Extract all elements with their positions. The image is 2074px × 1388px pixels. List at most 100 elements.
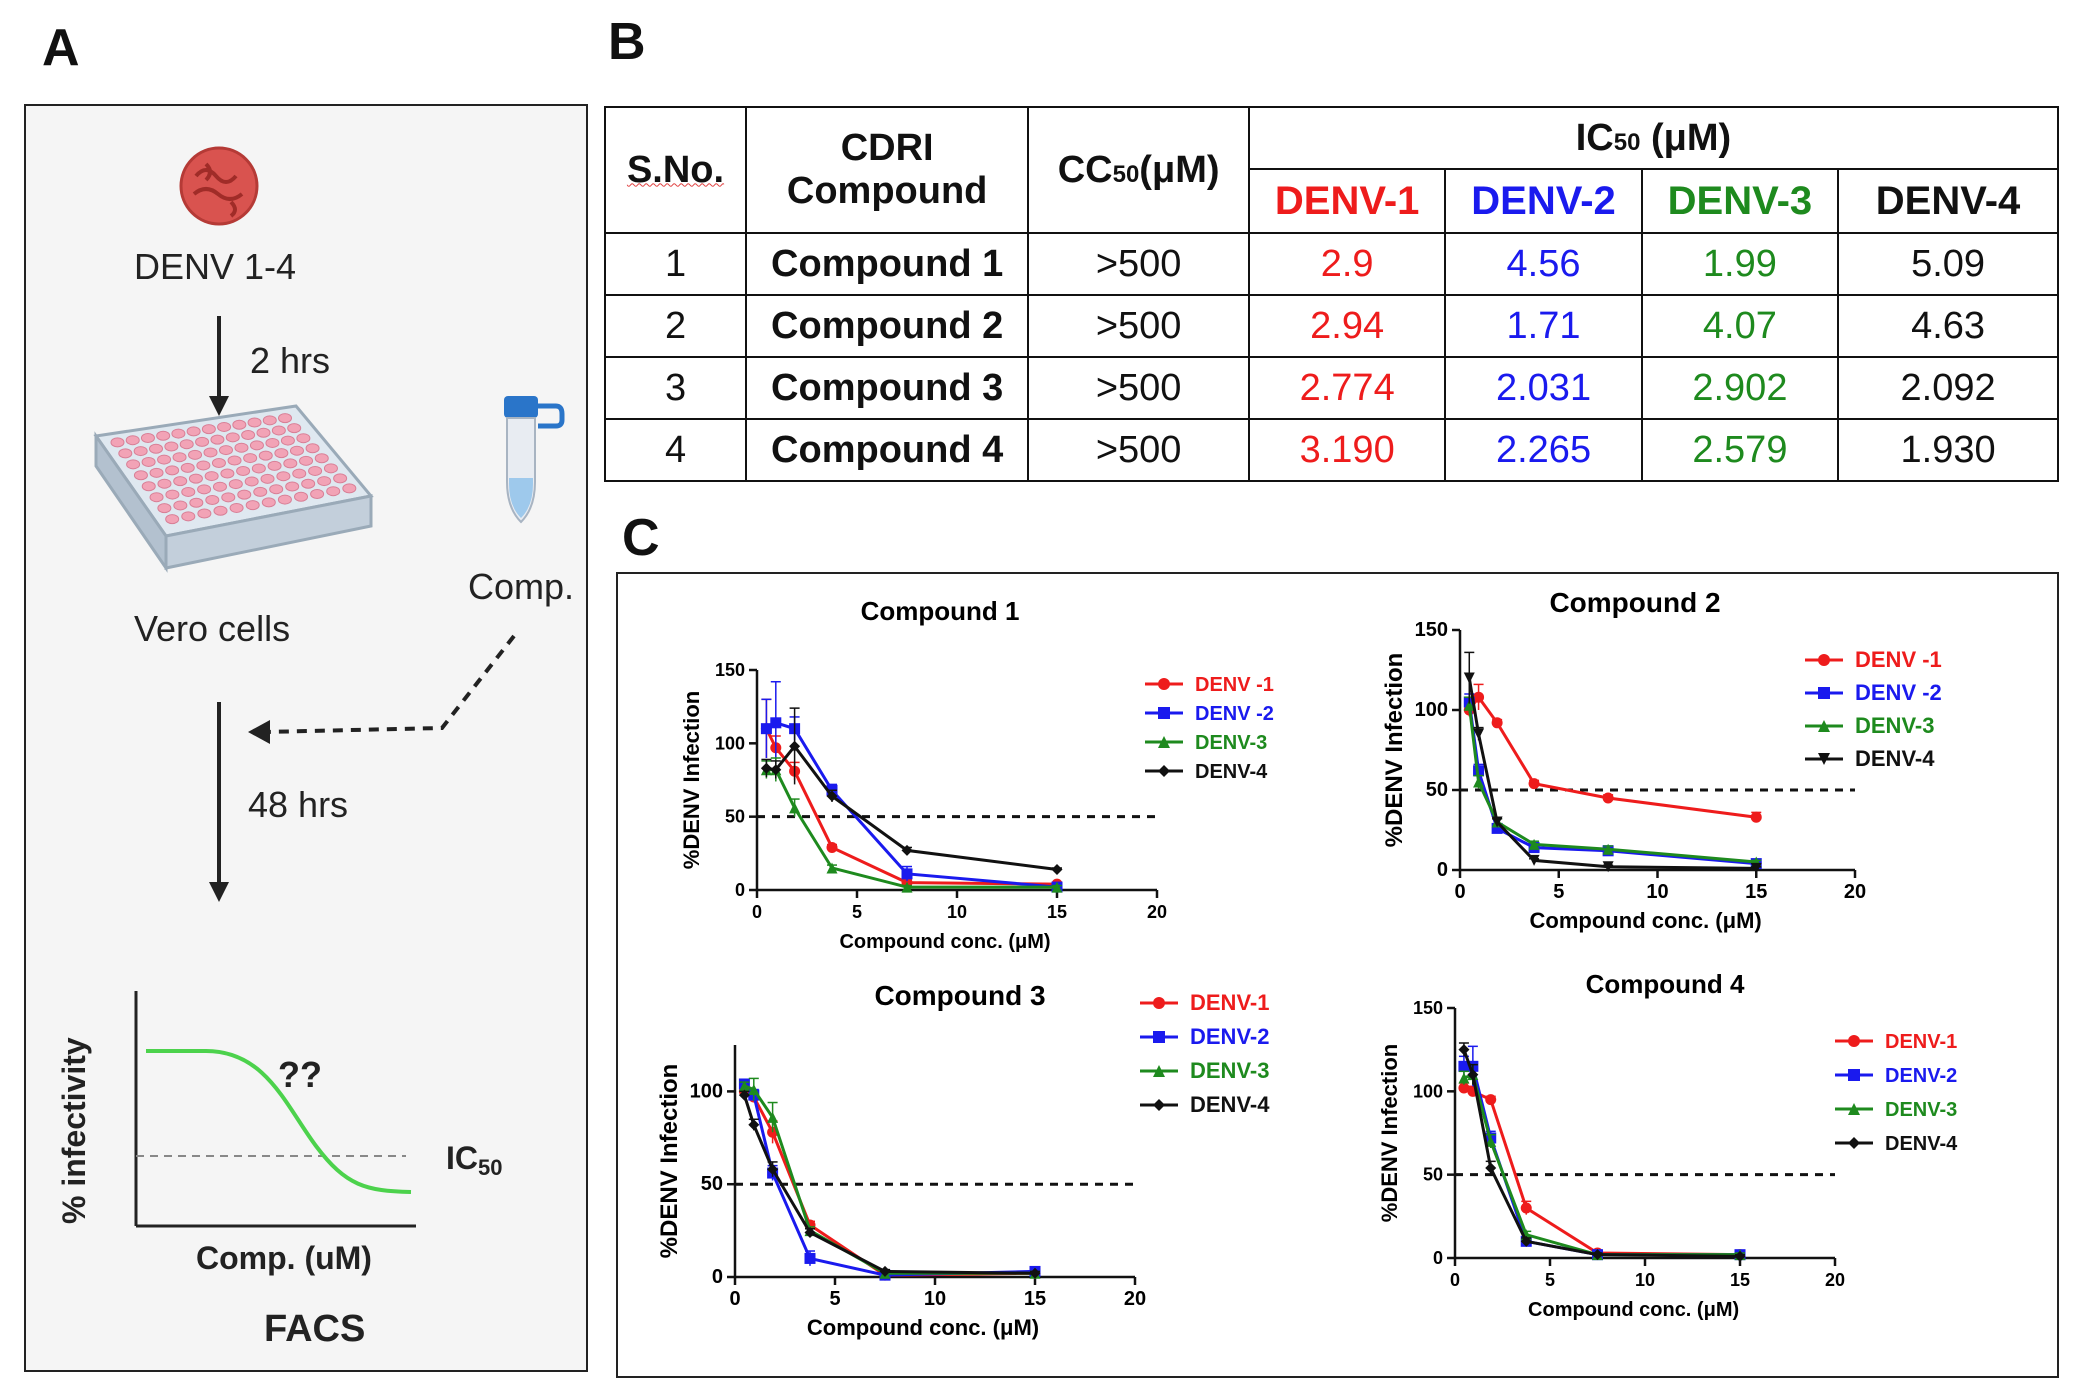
well bbox=[256, 427, 271, 438]
ic50-value: 2.579 bbox=[1640, 418, 1840, 482]
mini-plot-ylabel: % infectivity bbox=[56, 1037, 92, 1224]
well bbox=[213, 505, 228, 516]
well bbox=[262, 415, 277, 426]
well bbox=[157, 454, 172, 465]
well bbox=[251, 463, 266, 474]
readout-label: FACS bbox=[264, 1308, 366, 1350]
well bbox=[204, 471, 219, 482]
ic50-value: 1.99 bbox=[1640, 232, 1840, 296]
well bbox=[141, 456, 156, 467]
serotype-header: DENV-2 bbox=[1444, 168, 1643, 234]
well bbox=[157, 478, 172, 489]
well bbox=[173, 500, 188, 511]
cc50-value: >500 bbox=[1027, 232, 1250, 296]
well bbox=[283, 458, 298, 469]
well bbox=[247, 417, 262, 428]
serotype-header: DENV-1 bbox=[1247, 168, 1447, 234]
serotype-header: DENV-4 bbox=[1837, 168, 2059, 234]
serotype-header: DENV-3 bbox=[1640, 168, 1840, 234]
well bbox=[229, 502, 244, 513]
well bbox=[196, 460, 211, 471]
well bbox=[278, 413, 293, 424]
well bbox=[294, 491, 309, 502]
well bbox=[133, 446, 148, 457]
ic50-value: 2.031 bbox=[1444, 356, 1643, 420]
row-number: 2 bbox=[603, 294, 748, 358]
well bbox=[265, 437, 280, 448]
well bbox=[326, 486, 341, 497]
well bbox=[149, 443, 164, 454]
ic50-value: 1.930 bbox=[1837, 418, 2059, 482]
panel-label-b: B bbox=[608, 13, 646, 71]
well bbox=[205, 495, 220, 506]
well bbox=[323, 463, 338, 474]
well bbox=[149, 467, 164, 478]
ic50-value: 2.092 bbox=[1837, 356, 2059, 420]
ic50-table: S.No. CDRI Compound CC50(μM) IC50 (μM) DE… bbox=[603, 106, 2060, 482]
well bbox=[110, 437, 125, 448]
well bbox=[253, 486, 268, 497]
well bbox=[188, 473, 203, 484]
well bbox=[133, 470, 148, 481]
well bbox=[301, 478, 316, 489]
well bbox=[237, 489, 252, 500]
ic50-value: 4.63 bbox=[1837, 294, 2059, 358]
tube-icon bbox=[504, 396, 565, 524]
well bbox=[310, 488, 325, 499]
dashed-arrow-icon bbox=[248, 634, 516, 744]
well bbox=[308, 465, 323, 476]
well bbox=[276, 471, 291, 482]
well bbox=[173, 476, 188, 487]
well bbox=[333, 473, 348, 484]
dose-response-panel bbox=[616, 572, 2059, 1378]
ic50-value: 2.94 bbox=[1247, 294, 1447, 358]
cc50-header: CC50(μM) bbox=[1027, 106, 1250, 234]
table-row: 2 Compound 2 >500 2.94 1.71 4.07 4.63 bbox=[603, 294, 2059, 358]
mini-plot-xlabel: Comp. (uM) bbox=[196, 1240, 372, 1276]
workflow-drawing bbox=[93, 146, 565, 1228]
compound-name: Compound 4 bbox=[745, 418, 1030, 482]
well bbox=[244, 476, 259, 487]
well bbox=[274, 448, 289, 459]
well bbox=[203, 447, 218, 458]
well bbox=[189, 497, 204, 508]
well bbox=[249, 440, 264, 451]
well bbox=[269, 484, 284, 495]
well bbox=[220, 468, 235, 479]
mini-plot bbox=[134, 991, 416, 1228]
well-plate-icon bbox=[93, 404, 374, 573]
sno-header: S.No. bbox=[603, 106, 748, 234]
well bbox=[218, 445, 233, 456]
well bbox=[164, 441, 179, 452]
row-number: 3 bbox=[603, 356, 748, 420]
ic50-value: 2.265 bbox=[1444, 418, 1643, 482]
table-row: 1 Compound 1 >500 2.9 4.56 1.99 5.09 bbox=[603, 232, 2059, 296]
well bbox=[180, 462, 195, 473]
table-row: 3 Compound 3 >500 2.774 2.031 2.902 2.092 bbox=[603, 356, 2059, 420]
well bbox=[232, 419, 247, 430]
well bbox=[317, 476, 332, 487]
ic50-value: 4.56 bbox=[1444, 232, 1643, 296]
well bbox=[225, 432, 240, 443]
ic50-value: 3.190 bbox=[1247, 418, 1447, 482]
cc50-value: >500 bbox=[1027, 418, 1250, 482]
ic50-value: 5.09 bbox=[1837, 232, 2059, 296]
compound-name: Compound 1 bbox=[745, 232, 1030, 296]
panel-label-a: A bbox=[42, 19, 80, 77]
well bbox=[126, 459, 141, 470]
ic50-value: 1.71 bbox=[1444, 294, 1643, 358]
well bbox=[258, 450, 273, 461]
well bbox=[314, 453, 329, 464]
well bbox=[197, 508, 212, 519]
arrow-down-icon bbox=[209, 316, 229, 416]
well bbox=[197, 484, 212, 495]
ic50-marker-label: IC50 bbox=[446, 1140, 503, 1180]
virus-icon bbox=[179, 146, 259, 226]
well bbox=[188, 449, 203, 460]
cells-label: Vero cells bbox=[134, 608, 291, 649]
cc50-value: >500 bbox=[1027, 356, 1250, 420]
well bbox=[212, 481, 227, 492]
ic50-value: 2.9 bbox=[1247, 232, 1447, 296]
well bbox=[165, 489, 180, 500]
well bbox=[271, 425, 286, 436]
